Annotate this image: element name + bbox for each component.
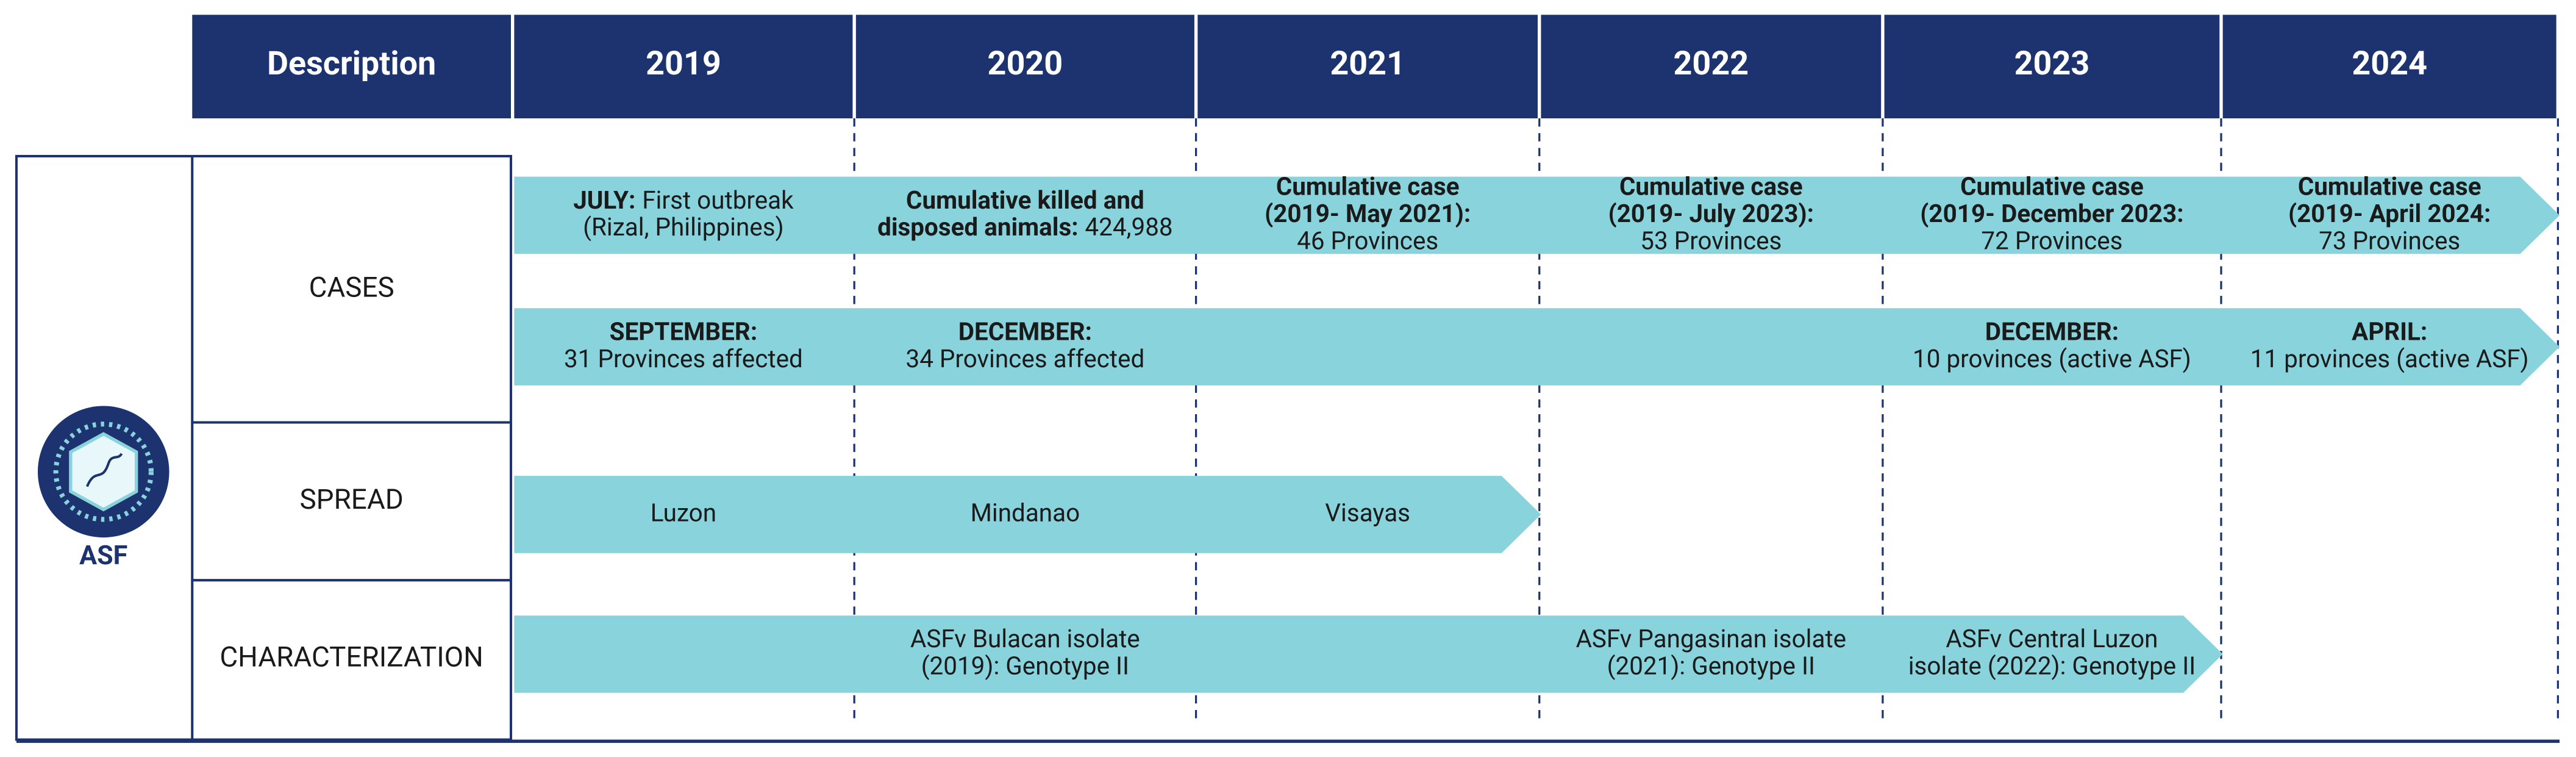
entry-line: 72 Provinces — [1981, 226, 2122, 255]
entry-line: (2019- July 2023): — [1608, 199, 1814, 228]
entry-line: Cumulative case — [1276, 172, 1460, 201]
entry-line: (2019- December 2023: — [1920, 199, 2183, 228]
timeline-arrow — [514, 176, 2560, 254]
entry-line: Cumulative killed and — [906, 185, 1144, 214]
entry-text: ASFv Bulacan isolate — [910, 625, 1140, 653]
timeline-arrow — [514, 476, 1541, 553]
entry-line: ASFv Bulacan isolate — [910, 625, 1140, 653]
entry-text: (Rizal, Philippines) — [583, 213, 783, 242]
entry-line: 73 Provinces — [2319, 226, 2460, 255]
entry-text: (2021): Genotype II — [1607, 651, 1815, 680]
entry-line: DECEMBER: — [958, 317, 1092, 346]
header-cell — [1541, 15, 1882, 119]
entry-line: JULY: First outbreak — [573, 185, 794, 214]
entry-line: (2019): Genotype II — [921, 651, 1129, 680]
header-cell — [1197, 15, 1538, 119]
asf-icon — [37, 406, 169, 538]
entry-text: Luzon — [651, 498, 716, 527]
entry-bold: Cumulative case — [1619, 172, 1803, 201]
entry-text: 72 Provinces — [1981, 226, 2122, 255]
entry-bold: Cumulative case — [1276, 172, 1460, 201]
entry-line: Cumulative case — [1960, 172, 2144, 201]
entry-line: (2021): Genotype II — [1607, 651, 1815, 680]
entry-line: Luzon — [651, 498, 716, 527]
entry-line: (Rizal, Philippines) — [583, 213, 783, 242]
entry-bold: DECEMBER: — [958, 317, 1092, 346]
header-cell — [1884, 15, 2220, 119]
entry-bold: JULY: — [573, 185, 635, 214]
entry-text: 10 provinces (active ASF) — [1913, 344, 2191, 373]
entry-line: Cumulative case — [2298, 172, 2481, 201]
header-text: 2020 — [988, 45, 1063, 83]
entry-text: ASFv Central Luzon — [1946, 625, 2158, 653]
entry-text: First outbreak — [642, 185, 794, 214]
entry-text: 34 Provinces affected — [905, 344, 1144, 373]
header-text: 2024 — [2352, 45, 2427, 83]
header-cell — [192, 15, 511, 119]
entry-text: 73 Provinces — [2319, 226, 2460, 255]
row-label: CASES — [309, 271, 394, 304]
entry-text: 31 Provinces affected — [564, 344, 803, 373]
entry-line: disposed animals: 424,988 — [877, 213, 1173, 242]
entry-bold: Cumulative case — [2298, 172, 2481, 201]
entry-line: Cumulative case — [1619, 172, 1803, 201]
entry-bold: (2019- May 2021): — [1265, 199, 1471, 228]
entry-bold: SEPTEMBER: — [610, 317, 758, 346]
timeline-arrow — [514, 615, 2223, 693]
entry-line: APRIL: — [2352, 317, 2427, 346]
entry-line: Mindanao — [971, 498, 1080, 527]
entry-bold: (2019- December 2023: — [1920, 199, 2183, 228]
entry-text: 46 Provinces — [1297, 226, 1438, 255]
entry-text: Mindanao — [971, 498, 1080, 527]
entry-bold: disposed animals: — [877, 213, 1079, 242]
entry-line: isolate (2022): Genotype II — [1908, 651, 2196, 680]
entry-line: (2019- May 2021): — [1265, 199, 1471, 228]
entry-text: 11 provinces (active ASF) — [2250, 344, 2529, 373]
entry-line: ASFv Pangasinan isolate — [1576, 625, 1847, 653]
row-label: CHARACTERIZATION — [219, 642, 483, 674]
entry-line: DECEMBER: — [1985, 317, 2119, 346]
entry-line: SEPTEMBER: — [610, 317, 758, 346]
entry-line: 53 Provinces — [1640, 226, 1782, 255]
header-text: 2022 — [1674, 45, 1749, 83]
header-text: 2023 — [2014, 45, 2090, 83]
entry-line: ASFv Central Luzon — [1946, 625, 2158, 653]
header-cell — [514, 15, 853, 119]
entry-bold: Cumulative case — [1960, 172, 2144, 201]
header-text: 2021 — [1330, 45, 1405, 83]
entry-bold: Cumulative killed and — [906, 185, 1144, 214]
entry-line: 10 provinces (active ASF) — [1913, 344, 2191, 373]
entry-text: Visayas — [1325, 498, 1410, 527]
entry-bold: DECEMBER: — [1985, 317, 2119, 346]
icon-label: ASF — [79, 540, 127, 571]
entry-text: 424,988 — [1085, 213, 1172, 242]
entry-line: 46 Provinces — [1297, 226, 1438, 255]
entry-text: (2019): Genotype II — [921, 651, 1129, 680]
timeline-arrow — [514, 308, 2560, 386]
entry-text: isolate (2022): Genotype II — [1908, 651, 2196, 680]
header-text: 2019 — [646, 45, 721, 83]
entry-text: ASFv Pangasinan isolate — [1576, 625, 1847, 653]
entry-bold: (2019- July 2023): — [1608, 199, 1814, 228]
header-cell — [2222, 15, 2556, 119]
entry-line: (2019- April 2024: — [2288, 199, 2491, 228]
entry-line: 31 Provinces affected — [564, 344, 803, 373]
entry-line: Visayas — [1325, 498, 1410, 527]
entry-bold: (2019- April 2024: — [2288, 199, 2491, 228]
entry-line: 11 provinces (active ASF) — [2250, 344, 2529, 373]
header-text: Description — [267, 45, 436, 83]
row-label: SPREAD — [299, 484, 403, 516]
header-cell — [855, 15, 1194, 119]
entry-bold: APRIL: — [2352, 317, 2427, 346]
entry-text: 53 Provinces — [1640, 226, 1782, 255]
entry-line: 34 Provinces affected — [905, 344, 1144, 373]
